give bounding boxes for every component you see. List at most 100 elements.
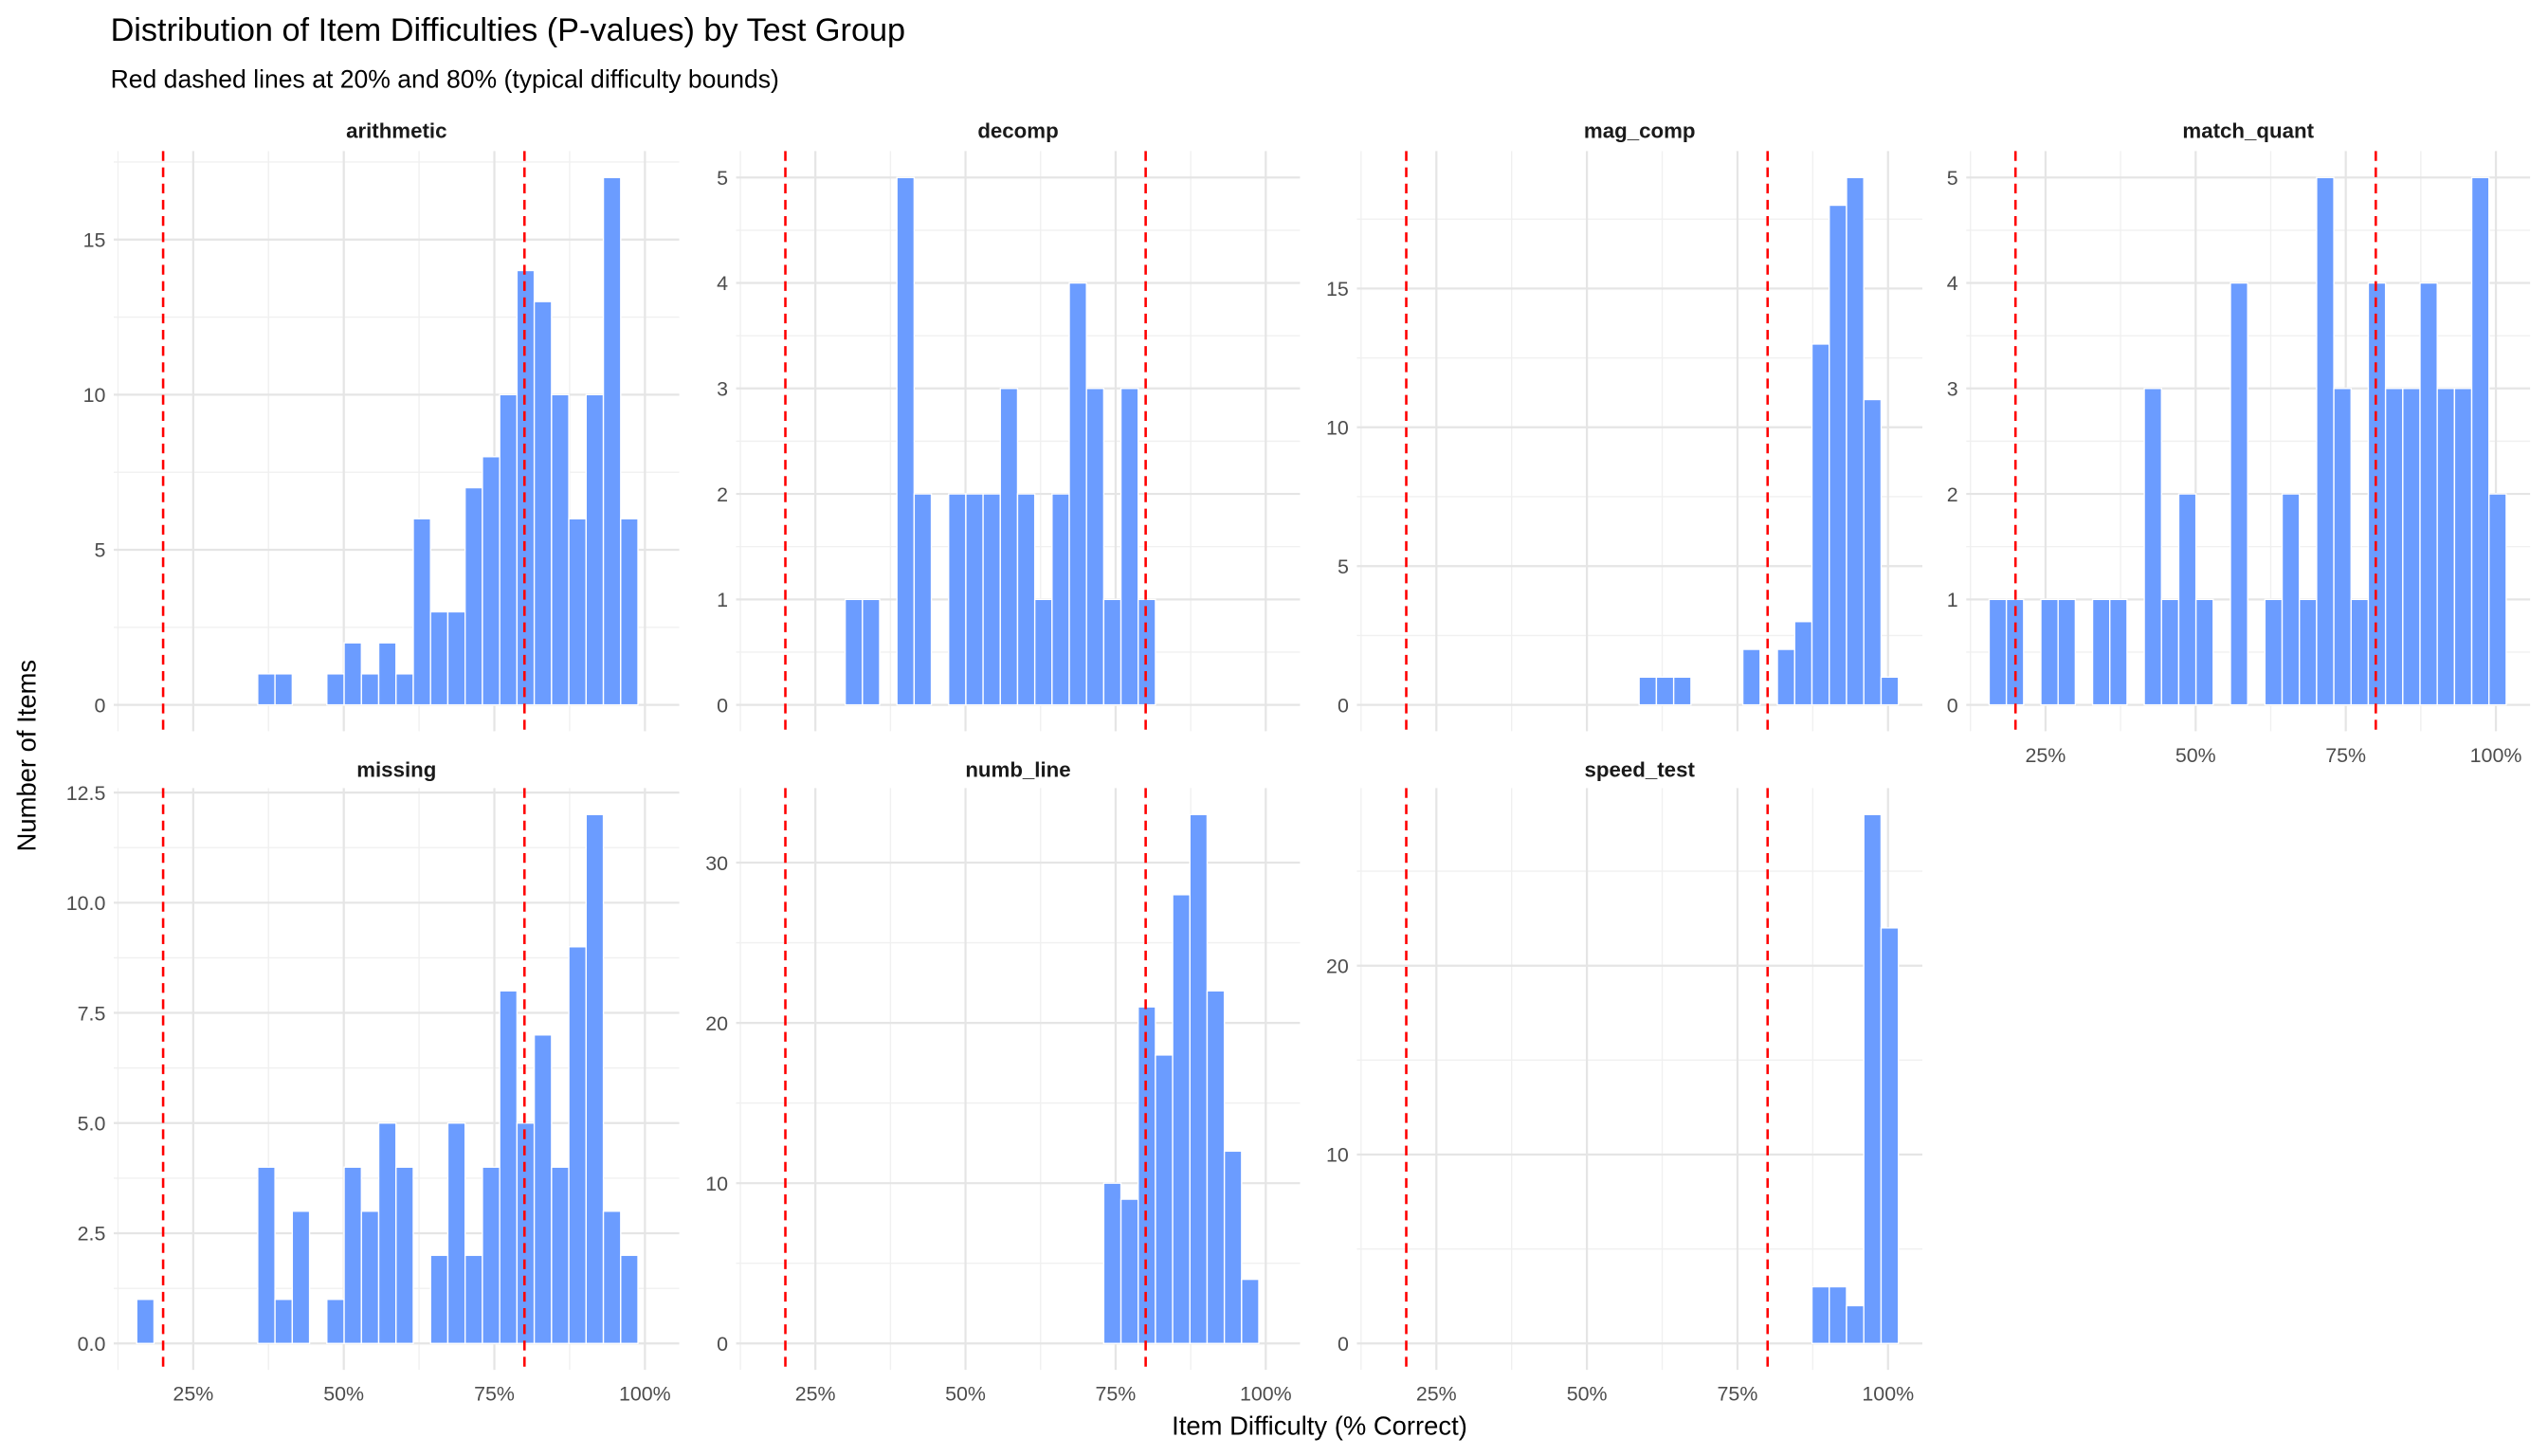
histogram-bar (2091, 598, 2111, 706)
histogram-bar (533, 1034, 553, 1344)
x-tick-label: 100% (1240, 1383, 1292, 1406)
y-tick-label: 10 (83, 384, 106, 407)
facet-strip-title: match_quant (2182, 119, 2314, 143)
y-tick-label: 0 (717, 1333, 728, 1356)
x-tick-label: 50% (2175, 744, 2216, 767)
histogram-bar (360, 673, 380, 706)
chart-title: Distribution of Item Difficulties (P-val… (111, 12, 906, 48)
histogram-bar (844, 598, 864, 706)
x-tick-label: 25% (1416, 1383, 1457, 1406)
histogram-bar (1189, 813, 1209, 1344)
histogram-bar (1880, 927, 1900, 1344)
histogram-bar (999, 388, 1019, 706)
histogram-bar (446, 1122, 466, 1344)
histogram-bar (1085, 388, 1105, 706)
y-tick-label: 5 (1947, 167, 1958, 190)
histogram-bar (568, 946, 588, 1344)
histogram-bar (1016, 493, 1036, 706)
facet-panels: arithmetic051015decomp012345mag_comp0510… (66, 119, 2531, 1406)
histogram-bar (257, 1166, 276, 1344)
histogram-bar (602, 176, 622, 706)
histogram-bar (1172, 894, 1191, 1344)
histogram-bar (136, 1299, 155, 1344)
histogram-bar (1776, 648, 1795, 706)
y-tick-label: 15 (1326, 278, 1349, 300)
y-tick-label: 7.5 (78, 1002, 106, 1025)
y-tick-label: 10 (1326, 417, 1349, 440)
histogram-bar (343, 1166, 362, 1344)
histogram-bar (1988, 598, 2008, 706)
histogram-bar (1638, 676, 1658, 706)
histogram-bar (2057, 598, 2077, 706)
histogram-bar (568, 518, 588, 706)
histogram-bar (395, 1166, 414, 1344)
histogram-bar (1880, 676, 1900, 706)
y-tick-label: 0 (1947, 694, 1958, 717)
histogram-bar (913, 493, 933, 706)
histogram-bar (2453, 388, 2473, 706)
histogram-bar (274, 1299, 294, 1344)
histogram-bar (2281, 493, 2301, 706)
histogram-bar (2109, 598, 2128, 706)
histogram-bar (1793, 621, 1813, 706)
histogram-bar (377, 642, 397, 706)
histogram-bar (2299, 598, 2318, 706)
histogram-bar (2316, 176, 2335, 706)
y-tick-label: 3 (717, 378, 728, 401)
histogram-bar (2384, 388, 2404, 706)
histogram-bar (551, 1166, 570, 1344)
histogram-bar (551, 393, 570, 706)
y-tick-label: 0 (95, 694, 106, 717)
histogram-bar (464, 1254, 483, 1344)
histogram-bar (2040, 598, 2059, 706)
histogram-bar (2194, 598, 2214, 706)
histogram-bar (585, 393, 605, 706)
y-tick-label: 5 (1338, 555, 1349, 578)
histogram-bar (862, 598, 881, 706)
histogram-bar (360, 1210, 380, 1344)
histogram-bar (326, 673, 345, 706)
x-tick-label: 75% (1718, 1383, 1758, 1406)
histogram-bar (2402, 388, 2421, 706)
histogram-bar (291, 1210, 311, 1344)
facet-strip-title: numb_line (965, 757, 1070, 781)
histogram-bar (2264, 598, 2284, 706)
histogram-bar (1033, 598, 1053, 706)
panel-missing: missing 0.0 2.5 5.0 7.5 10.0 12.5 25% 50% 75% 100% (66, 757, 680, 1406)
histogram-bar (2350, 598, 2370, 706)
panel-numb-line: numb_line 0 10 20 30 25% 50% 75% 100% (705, 757, 1301, 1406)
panel-mag-comp: mag_comp 0 5 10 15 (1326, 119, 1922, 732)
histogram-bar (412, 518, 431, 706)
histogram-bar (620, 1254, 639, 1344)
y-tick-label: 10.0 (66, 892, 106, 915)
histogram-bar (1829, 204, 1847, 706)
y-axis-title: Number of Items (12, 660, 42, 852)
y-tick-label: 1 (717, 589, 728, 611)
y-tick-label: 0.0 (78, 1333, 106, 1356)
y-tick-label: 5.0 (78, 1112, 106, 1135)
histogram-bar (446, 610, 466, 706)
histogram-bar (1155, 1054, 1174, 1344)
histogram-bar (2470, 176, 2490, 706)
histogram-bar (2177, 493, 2197, 706)
histogram-bar (1846, 1304, 1865, 1344)
x-tick-label: 25% (795, 1383, 836, 1406)
histogram-bar (2230, 282, 2248, 706)
facet-strip-title: missing (356, 757, 436, 781)
histogram-bar (1119, 1198, 1139, 1344)
histogram-bar (395, 673, 414, 706)
y-tick-label: 10 (1326, 1144, 1349, 1167)
histogram-bar (2160, 598, 2180, 706)
x-tick-label: 75% (1096, 1383, 1137, 1406)
histogram-bar (2143, 388, 2162, 706)
histogram-bar (1829, 1285, 1847, 1344)
histogram-bar (499, 393, 519, 706)
x-tick-label: 100% (1862, 1383, 1914, 1406)
histogram-bar (1655, 676, 1675, 706)
histogram-bar (948, 493, 967, 706)
histogram-bar (464, 486, 483, 706)
histogram-bar (982, 493, 1001, 706)
histogram-bar (896, 176, 916, 706)
histogram-bar (533, 300, 553, 706)
